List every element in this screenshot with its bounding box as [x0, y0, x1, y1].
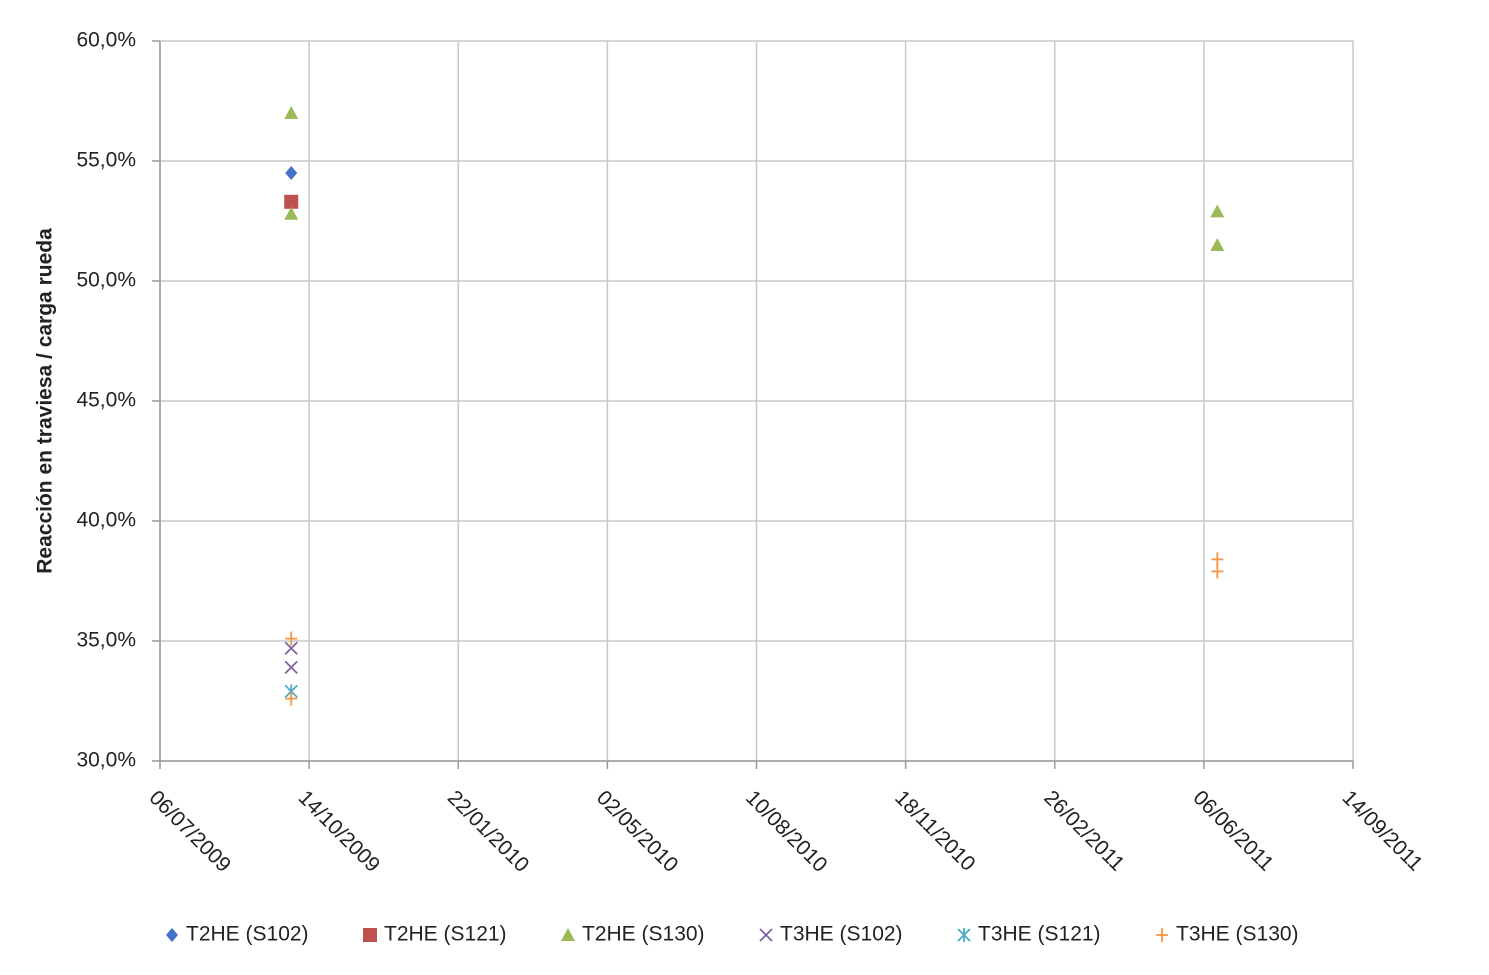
legend-marker	[759, 928, 773, 942]
point	[1210, 238, 1225, 251]
x-tick-label: 10/08/2010	[741, 786, 832, 877]
y-tick-label: 50,0%	[76, 269, 136, 292]
legend-label: T2HE (S102)	[186, 923, 309, 946]
legend-marker	[363, 928, 377, 942]
y-tick-label: 60,0%	[76, 29, 136, 52]
y-tick-label: 40,0%	[76, 509, 136, 532]
legend-marker	[957, 928, 971, 942]
marker-stroke	[284, 641, 298, 655]
marker-shape	[285, 166, 298, 180]
x-tick-label: 14/10/2009	[294, 786, 385, 877]
point	[1210, 204, 1225, 218]
legend-marker	[561, 928, 575, 941]
x-tick-label: 06/07/2009	[145, 786, 236, 877]
marker-shape	[363, 928, 377, 942]
x-tick-label: 14/09/2011	[1338, 786, 1427, 875]
point	[284, 660, 298, 675]
x-tick-label: 26/02/2011	[1039, 786, 1128, 875]
marker-shape	[561, 928, 575, 941]
marker-shape	[1210, 238, 1225, 251]
point	[284, 206, 299, 220]
marker-shape	[166, 928, 178, 942]
legend-label: T3HE (S130)	[1176, 923, 1299, 946]
point	[1211, 552, 1224, 567]
point	[284, 641, 298, 655]
x-tick-label: 18/11/2010	[890, 786, 979, 875]
legend-label: T2HE (S130)	[582, 923, 705, 946]
x-tick-label: 22/01/2010	[443, 786, 534, 877]
y-axis-label: Reacción en traviesa / carga rueda	[34, 228, 57, 574]
point	[284, 106, 299, 119]
marker-stroke	[284, 660, 298, 675]
legend-label: T2HE (S121)	[384, 923, 507, 946]
y-tick-label: 45,0%	[76, 389, 136, 412]
marker-shape	[284, 206, 299, 220]
marker-shape	[284, 194, 299, 209]
marker-shape	[284, 106, 299, 119]
point	[285, 166, 298, 180]
marker-shape	[1210, 204, 1225, 218]
point	[284, 194, 299, 209]
y-tick-label: 55,0%	[76, 149, 136, 172]
legend-label: T3HE (S121)	[978, 923, 1101, 946]
legend-marker	[166, 928, 178, 942]
legend-label: T3HE (S102)	[780, 923, 903, 946]
marker-stroke	[759, 928, 773, 942]
x-tick-label: 06/06/2011	[1188, 786, 1277, 875]
point	[285, 631, 298, 646]
point	[1211, 564, 1224, 579]
point	[285, 691, 298, 706]
y-tick-label: 30,0%	[76, 749, 136, 772]
legend-marker	[1156, 928, 1168, 942]
y-tick-label: 35,0%	[76, 629, 136, 652]
x-tick-label: 02/05/2010	[592, 786, 683, 877]
